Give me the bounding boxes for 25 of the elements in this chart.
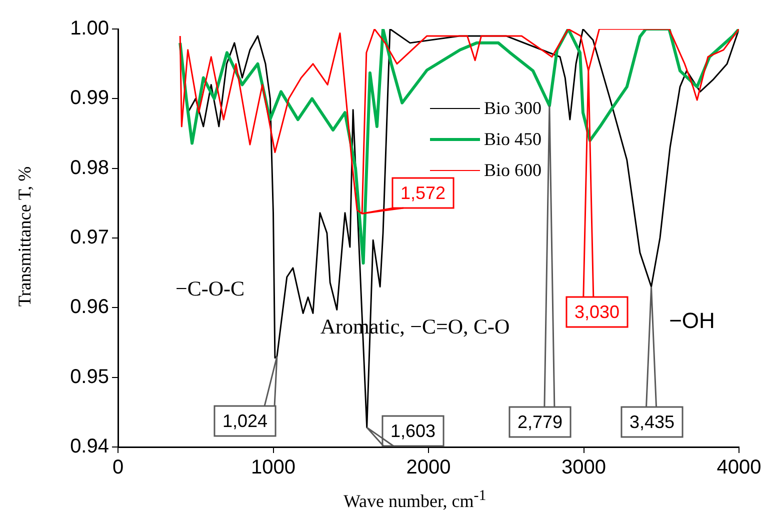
- y-tick-label: 1.00: [70, 18, 109, 40]
- y-tick-label: 0.98: [70, 156, 109, 179]
- annotation: 1,024: [222, 410, 268, 431]
- y-tick-label: 0.94: [70, 436, 109, 458]
- y-tick-label: 0.96: [70, 296, 109, 318]
- y-tick-label: 0.99: [70, 87, 109, 110]
- y-axis-title: Transmittance T, %: [14, 165, 36, 309]
- legend-label: Bio 300: [484, 97, 542, 120]
- annotation: −OH: [669, 308, 715, 334]
- x-tick-label: 0: [112, 456, 124, 479]
- annotation: 2,779: [517, 412, 563, 432]
- x-tick-label: 3000: [562, 456, 606, 479]
- legend-label: Bio 600: [484, 159, 542, 182]
- y-tick-label: 0.97: [70, 226, 109, 249]
- annotation: 3,435: [629, 412, 675, 432]
- annotation: −C-O-C: [175, 276, 245, 301]
- x-tick-label: 1000: [251, 456, 296, 479]
- x-tick-label: 2000: [406, 456, 451, 479]
- x-tick-label: 4000: [716, 456, 762, 479]
- annotation: 1,572: [400, 182, 446, 203]
- legend-label: Bio 450: [484, 128, 542, 151]
- annotation: 3,030: [574, 302, 620, 322]
- x-axis-title: Wave number, cm$^{-1}$: [344, 488, 486, 512]
- annotation: 1,603: [390, 420, 436, 441]
- y-tick-label: 0.95: [70, 366, 109, 388]
